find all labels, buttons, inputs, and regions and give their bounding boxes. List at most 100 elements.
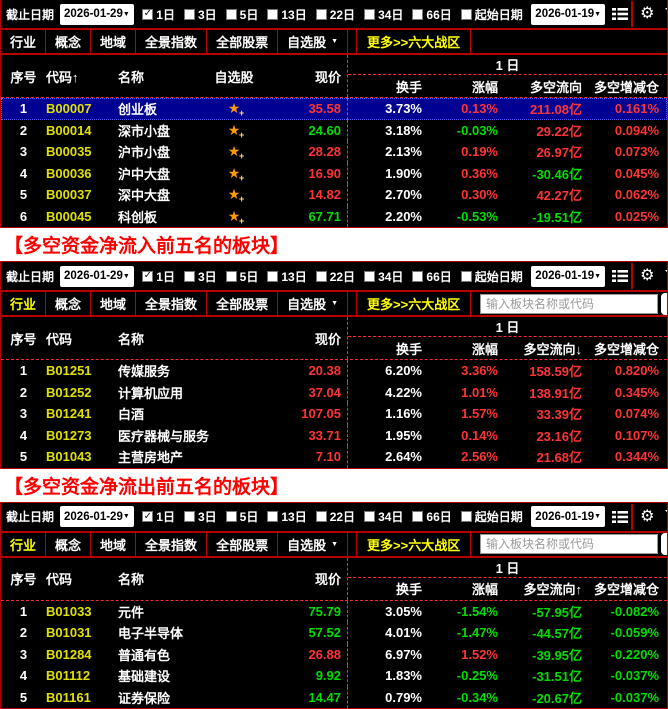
layout-list-icon[interactable] bbox=[612, 269, 628, 283]
col-price-header[interactable]: 现价 bbox=[257, 67, 347, 86]
col-seq-header[interactable]: 序号 bbox=[1, 67, 46, 86]
col-flow-header[interactable]: 多空流向↑ bbox=[498, 579, 582, 598]
watchlist-star-icon[interactable]: ★+ bbox=[228, 209, 241, 223]
col-delta-header[interactable]: 多空增减仓 bbox=[582, 77, 667, 96]
period-checkbox[interactable]: ✓1日 bbox=[142, 6, 175, 23]
col-code-header[interactable]: 代码 bbox=[46, 329, 118, 348]
sector-search-input[interactable] bbox=[480, 534, 658, 554]
tab-region[interactable]: 地域 bbox=[91, 533, 136, 556]
tab-all-stocks[interactable]: 全部股票 bbox=[207, 533, 278, 556]
col-change-header[interactable]: 涨幅 bbox=[422, 339, 498, 358]
watchlist-star-icon[interactable]: ★+ bbox=[228, 101, 241, 115]
period-checkbox[interactable]: 66日 bbox=[412, 508, 451, 525]
period-checkbox[interactable]: 5日 bbox=[226, 268, 259, 285]
period-checkbox[interactable]: ✓1日 bbox=[142, 508, 175, 525]
tab-region[interactable]: 地域 bbox=[91, 30, 136, 53]
col-code-header[interactable]: 代码↑ bbox=[46, 67, 118, 86]
tab-all-stocks[interactable]: 全部股票 bbox=[207, 30, 278, 53]
period-checkbox[interactable]: 5日 bbox=[226, 6, 259, 23]
col-price-header[interactable]: 现价 bbox=[257, 569, 347, 588]
col-delta-header[interactable]: 多空增减仓 bbox=[582, 339, 667, 358]
col-flow-header[interactable]: 多空流向↓ bbox=[498, 339, 582, 358]
tab-more-six-war-zones[interactable]: 更多>>六大战区 bbox=[356, 30, 471, 53]
period-checkbox[interactable]: ✓1日 bbox=[142, 268, 175, 285]
watchlist-star-icon[interactable]: ★+ bbox=[228, 123, 241, 137]
tab-industry[interactable]: 行业 bbox=[1, 292, 46, 315]
start-date-checkbox[interactable]: 起始日期 bbox=[461, 268, 523, 285]
tab-watchlist[interactable]: 自选股▼ bbox=[278, 30, 348, 53]
start-date-select[interactable]: 2026-01-19▼ bbox=[531, 4, 605, 25]
tab-industry[interactable]: 行业 bbox=[1, 30, 46, 53]
period-checkbox[interactable]: 66日 bbox=[412, 268, 451, 285]
period-checkbox[interactable]: 3日 bbox=[184, 6, 217, 23]
filter-icon[interactable] bbox=[664, 7, 667, 22]
col-turnover-header[interactable]: 换手 bbox=[348, 339, 422, 358]
col-watchlist-header[interactable]: 自选股 bbox=[211, 67, 257, 86]
col-turnover-header[interactable]: 换手 bbox=[348, 77, 422, 96]
layout-list-icon[interactable] bbox=[612, 510, 628, 524]
layout-list-icon[interactable] bbox=[612, 7, 628, 21]
start-date-checkbox[interactable]: 起始日期 bbox=[461, 508, 523, 525]
tab-panorama-index[interactable]: 全景指数 bbox=[136, 30, 207, 53]
period-checkbox[interactable]: 34日 bbox=[364, 6, 403, 23]
col-name-header[interactable]: 名称 bbox=[118, 67, 211, 86]
col-flow-header[interactable]: 多空流向 bbox=[498, 77, 582, 96]
period-checkbox[interactable]: 22日 bbox=[316, 6, 355, 23]
col-seq-header[interactable]: 序号 bbox=[1, 569, 46, 588]
tab-all-stocks[interactable]: 全部股票 bbox=[207, 292, 278, 315]
start-date-select[interactable]: 2026-01-19▼ bbox=[531, 266, 605, 287]
tab-watchlist[interactable]: 自选股▼ bbox=[278, 292, 348, 315]
end-date-select[interactable]: 2026-01-29▼ bbox=[60, 506, 134, 527]
tab-more-six-war-zones[interactable]: 更多>>六大战区 bbox=[356, 533, 471, 556]
col-price-header[interactable]: 现价 bbox=[257, 329, 347, 348]
col-change-header[interactable]: 涨幅 bbox=[422, 77, 498, 96]
period-checkbox[interactable]: 5日 bbox=[226, 508, 259, 525]
gear-icon[interactable]: ⚙ bbox=[640, 509, 654, 525]
col-code-header[interactable]: 代码 bbox=[46, 569, 118, 588]
tab-watchlist[interactable]: 自选股▼ bbox=[278, 533, 348, 556]
tab-panorama-index[interactable]: 全景指数 bbox=[136, 292, 207, 315]
period-checkbox[interactable]: 34日 bbox=[364, 508, 403, 525]
filter-icon[interactable] bbox=[664, 269, 667, 284]
period-checkbox[interactable]: 22日 bbox=[316, 508, 355, 525]
period-checkbox[interactable]: 34日 bbox=[364, 268, 403, 285]
tab-region[interactable]: 地域 bbox=[91, 292, 136, 315]
tab-industry[interactable]: 行业 bbox=[1, 533, 46, 556]
start-date-checkbox[interactable]: 起始日期 bbox=[461, 6, 523, 23]
tab-more-six-war-zones[interactable]: 更多>>六大战区 bbox=[356, 292, 471, 315]
gear-icon[interactable]: ⚙ bbox=[640, 268, 654, 284]
col-name-header[interactable]: 名称 bbox=[118, 569, 257, 588]
period-checkbox[interactable]: 66日 bbox=[412, 6, 451, 23]
tab-panorama-index[interactable]: 全景指数 bbox=[136, 533, 207, 556]
col-name-header[interactable]: 名称 bbox=[118, 329, 257, 348]
col-turnover-header[interactable]: 换手 bbox=[348, 579, 422, 598]
period-checkbox[interactable]: 22日 bbox=[316, 268, 355, 285]
col-seq-header[interactable]: 序号 bbox=[1, 329, 46, 348]
watchlist-star-icon[interactable]: ★+ bbox=[228, 166, 241, 180]
gear-icon[interactable]: ⚙ bbox=[640, 6, 654, 22]
tab-concept[interactable]: 概念 bbox=[46, 292, 91, 315]
end-date-select[interactable]: 2026-01-29▼ bbox=[60, 266, 134, 287]
watchlist-star-icon[interactable]: ★+ bbox=[228, 144, 241, 158]
period-checkbox[interactable]: 13日 bbox=[267, 6, 306, 23]
period-checkbox[interactable]: 13日 bbox=[267, 508, 306, 525]
tab-concept[interactable]: 概念 bbox=[46, 533, 91, 556]
start-date-select[interactable]: 2026-01-19▼ bbox=[531, 506, 605, 527]
sector-search-input[interactable] bbox=[480, 294, 658, 314]
